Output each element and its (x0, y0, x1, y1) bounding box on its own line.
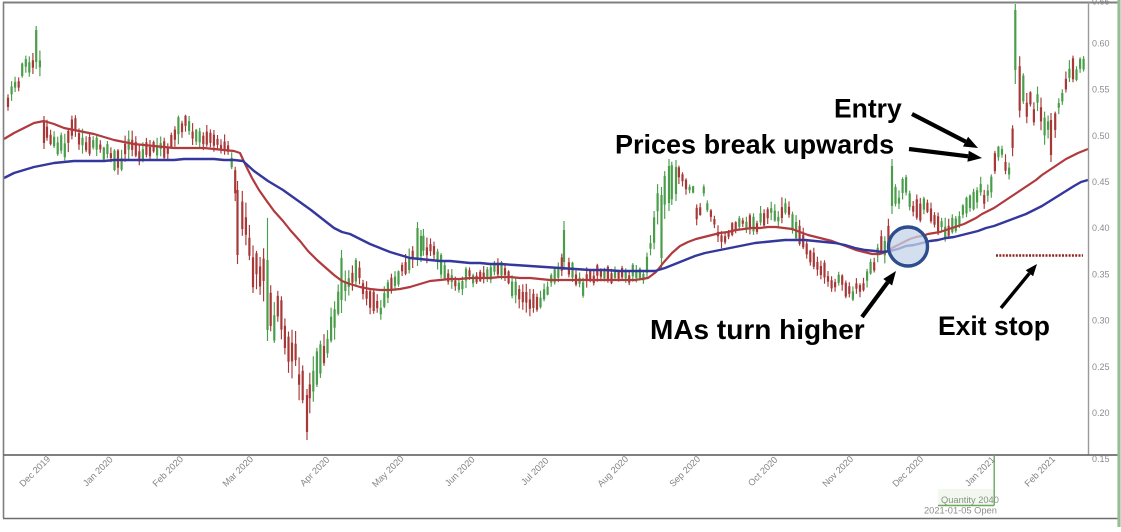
svg-text:Entry: Entry (834, 94, 902, 124)
svg-text:Prices break upwards: Prices break upwards (615, 130, 894, 160)
svg-text:0.45: 0.45 (1092, 177, 1110, 187)
svg-text:0.25: 0.25 (1092, 362, 1110, 372)
svg-text:0.50: 0.50 (1092, 131, 1110, 141)
svg-text:Exit stop: Exit stop (938, 311, 1050, 341)
svg-text:0.35: 0.35 (1092, 269, 1110, 279)
svg-text:0.55: 0.55 (1092, 85, 1110, 95)
svg-text:MAs turn higher: MAs turn higher (650, 314, 865, 345)
svg-text:0.60: 0.60 (1092, 38, 1110, 48)
svg-text:0.15: 0.15 (1092, 454, 1110, 464)
svg-text:0.40: 0.40 (1092, 223, 1110, 233)
svg-text:0.20: 0.20 (1092, 408, 1110, 418)
svg-text:Quantity 2040: Quantity 2040 (941, 495, 999, 505)
svg-text:2021-01-05 Open: 2021-01-05 Open (924, 506, 997, 516)
svg-text:0.65: 0.65 (1092, 0, 1110, 7)
svg-text:0.30: 0.30 (1092, 316, 1110, 326)
